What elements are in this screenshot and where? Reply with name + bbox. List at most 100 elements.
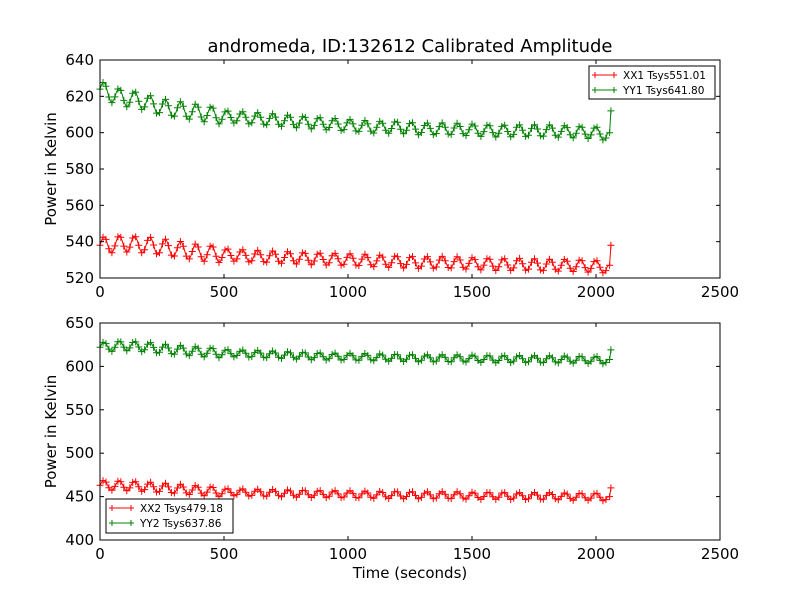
data-point (522, 358, 530, 366)
data-point (441, 490, 449, 498)
data-point (144, 340, 152, 348)
data-point (141, 346, 149, 354)
data-point (602, 134, 610, 142)
data-point (468, 488, 476, 496)
series-markers (96, 233, 615, 277)
data-point (301, 487, 309, 495)
data-point (117, 338, 125, 346)
data-point (203, 349, 211, 357)
legend-label: YY2 Tsys637.86 (139, 518, 222, 530)
data-point (310, 491, 318, 499)
data-point (337, 261, 345, 269)
data-point (135, 483, 143, 491)
data-point (239, 108, 247, 116)
data-point (111, 343, 119, 351)
x-axis: 0 500 1000 1500 2000 2500 (95, 323, 739, 563)
data-point (307, 125, 315, 133)
data-point (218, 115, 226, 123)
data-point (325, 124, 333, 131)
data-point (328, 351, 336, 358)
data-point (182, 112, 190, 120)
data-point (185, 115, 193, 123)
data-point (343, 253, 351, 261)
data-point (563, 257, 571, 265)
data-point (423, 119, 431, 127)
data-point (596, 263, 604, 271)
data-point (304, 256, 312, 264)
data-point (504, 128, 512, 135)
data-point (382, 126, 390, 134)
data-point (194, 483, 202, 491)
data-point (367, 261, 375, 269)
data-point (292, 124, 300, 132)
data-point (498, 256, 506, 264)
data-point (132, 338, 140, 346)
data-point (563, 124, 571, 132)
data-point (468, 351, 476, 359)
data-point (159, 240, 166, 248)
data-point (141, 246, 149, 254)
top-panel: 0 500 1000 1500 2000 2500 520 540 560 580 600 620 64… (42, 51, 739, 301)
data-point (456, 256, 464, 264)
data-point (370, 129, 378, 137)
data-point (492, 267, 500, 274)
data-point (474, 263, 482, 271)
data-point (525, 265, 532, 273)
data-point (173, 244, 181, 252)
data-point (301, 249, 309, 257)
data-point (456, 123, 464, 130)
data-point (388, 492, 396, 500)
data-point (239, 246, 247, 254)
data-point (507, 359, 515, 367)
data-point (227, 114, 235, 121)
data-point (382, 493, 390, 501)
legend-box (105, 498, 234, 534)
data-point (566, 494, 574, 502)
data-point (287, 349, 294, 357)
data-point (417, 493, 425, 501)
data-point (108, 99, 116, 107)
legend-marker (592, 87, 617, 93)
data-point (102, 478, 110, 486)
data-point (197, 253, 205, 261)
data-point (272, 250, 280, 258)
data-point (227, 488, 235, 496)
data-point (379, 351, 387, 359)
data-point (498, 352, 506, 360)
data-point (441, 353, 449, 361)
data-point (587, 494, 595, 502)
data-point (138, 249, 146, 257)
data-point (376, 117, 384, 125)
data-point (462, 132, 470, 139)
data-point (510, 264, 518, 272)
data-point (590, 353, 598, 361)
data-point (248, 491, 256, 499)
x-tick-label: 2000 (577, 545, 615, 563)
data-point (284, 348, 291, 356)
data-point (534, 125, 541, 133)
data-point (376, 487, 384, 495)
data-point (289, 120, 297, 128)
data-point (531, 121, 538, 129)
data-point (409, 488, 416, 496)
data-point (596, 356, 604, 364)
data-point (319, 353, 327, 361)
data-point (406, 488, 413, 496)
data-point (417, 262, 425, 270)
data-point (147, 92, 155, 100)
data-point (510, 494, 518, 502)
data-point (164, 242, 172, 250)
data-point (394, 488, 402, 496)
series-markers (96, 477, 615, 505)
data-point (602, 358, 610, 366)
data-point (349, 254, 357, 262)
data-point (358, 255, 366, 263)
data-point (450, 258, 458, 266)
data-point (379, 253, 387, 261)
data-point (542, 260, 550, 268)
data-point (170, 489, 178, 497)
data-point (188, 347, 196, 355)
data-point (471, 122, 479, 130)
data-point (361, 250, 369, 258)
data-point (414, 495, 422, 503)
